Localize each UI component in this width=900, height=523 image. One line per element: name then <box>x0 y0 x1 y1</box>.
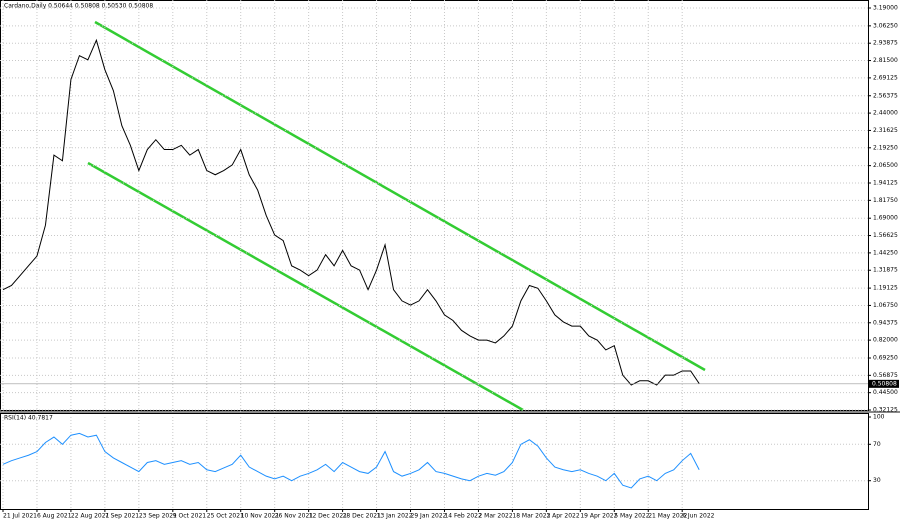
x-tick-label: 26 Nov 2021 <box>275 513 314 520</box>
x-tick-label: 12 Dec 2021 <box>309 513 348 520</box>
y-tick-label: 2.93875 <box>873 40 898 47</box>
y-tick-label: 0.32125 <box>873 407 898 414</box>
rsi-title: RSI(14) 40.7817 <box>4 415 53 422</box>
rsi-frame <box>0 413 869 510</box>
y-tick-label: 1.56625 <box>873 232 898 239</box>
y-tick-label: 1.06750 <box>873 302 898 309</box>
y-tick-label: 30 <box>873 477 881 484</box>
y-tick-label: 1.81750 <box>873 197 898 204</box>
x-tick-label: 13 Jan 2022 <box>377 513 413 520</box>
y-tick-label: 100 <box>873 414 885 421</box>
x-tick-label: 5 May 2022 <box>614 513 649 520</box>
y-tick-label: 3.06250 <box>873 22 898 29</box>
x-tick-label: 7 Sep 2021 <box>105 513 139 520</box>
y-tick-label: 2.44000 <box>873 110 898 117</box>
y-tick-label: 1.31875 <box>873 267 898 274</box>
x-tick-label: 29 Jan 2022 <box>411 513 447 520</box>
y-tick-label: 1.19125 <box>873 285 898 292</box>
x-tick-label: 9 Oct 2021 <box>173 513 206 520</box>
y-tick-label: 0.56875 <box>873 372 898 379</box>
x-tick-label: 22 Aug 2021 <box>71 513 110 520</box>
x-tick-label: 6 Jun 2022 <box>682 513 714 520</box>
x-tick-label: 21 May 2022 <box>648 513 687 520</box>
y-tick-label: 70 <box>873 441 881 448</box>
x-tick-label: 3 Apr 2022 <box>546 513 579 520</box>
x-tick-label: 14 Feb 2022 <box>444 513 482 520</box>
last-price-box <box>869 379 899 388</box>
x-tick-label: 28 Dec 2021 <box>343 513 382 520</box>
y-tick-label: 1.44250 <box>873 249 898 256</box>
y-tick-label: 0.69250 <box>873 354 898 361</box>
y-tick-label: 0.82000 <box>873 337 898 344</box>
y-tick-label: 0.44500 <box>873 389 898 396</box>
x-tick-label: 19 Apr 2022 <box>580 513 617 520</box>
price-frame <box>0 0 869 411</box>
y-tick-label: 3.19000 <box>873 4 898 11</box>
y-tick-label: 1.69000 <box>873 215 898 222</box>
y-tick-label: 2.56375 <box>873 92 898 99</box>
x-tick-label: 2 Mar 2022 <box>478 513 512 520</box>
y-tick-label: 2.69125 <box>873 74 898 81</box>
y-tick-label: 2.81500 <box>873 57 898 64</box>
lower-channel-line <box>87 161 524 412</box>
y-tick-label: 1.94125 <box>873 179 898 186</box>
y-tick-label: 2.31625 <box>873 127 898 134</box>
x-tick-label: 18 Mar 2022 <box>512 513 550 520</box>
x-tick-label: 23 Sep 2021 <box>139 513 177 520</box>
y-tick-label: 2.06500 <box>873 162 898 169</box>
x-tick-label: 10 Nov 2021 <box>241 513 280 520</box>
y-tick-label: 0.94375 <box>873 319 898 326</box>
y-tick-label: 2.19250 <box>873 144 898 151</box>
series-line <box>2 38 700 386</box>
last-price-label: 0.50808 <box>872 380 897 387</box>
x-tick-label: 6 Aug 2021 <box>37 513 72 520</box>
x-tick-label: 21 Jul 2021 <box>3 513 37 520</box>
upper-channel-line <box>94 20 706 372</box>
x-tick-label: 25 Oct 2021 <box>207 513 244 520</box>
chart-title: Cardano,Daily 0.50644 0.50808 0.50530 0.… <box>4 3 153 10</box>
series-line <box>2 432 700 489</box>
